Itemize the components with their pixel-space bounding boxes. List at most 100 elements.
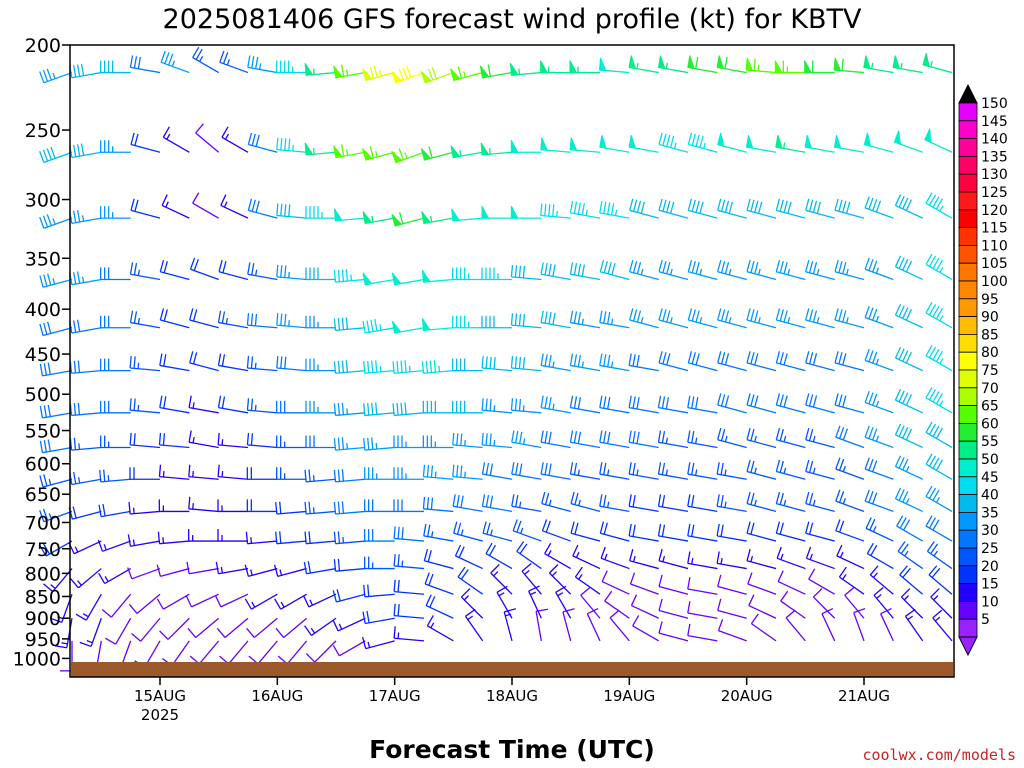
wind-barb: [716, 551, 747, 570]
wind-barb: [69, 271, 102, 286]
wind-barb: [275, 531, 307, 545]
wind-barb: [217, 310, 249, 329]
wind-barb: [362, 272, 395, 286]
wind-barb: [391, 212, 425, 227]
colorbar-tick-label: 110: [981, 238, 1008, 254]
wind-barb: [39, 273, 73, 288]
wind-barb: [276, 467, 307, 480]
y-tick-label: 850: [25, 586, 61, 608]
wind-barb: [569, 310, 601, 329]
colorbar-swatch: [958, 262, 978, 282]
wind-barb: [893, 130, 923, 153]
wind-barb: [922, 53, 953, 74]
wind-barb: [423, 549, 454, 570]
wind-barb: [130, 132, 161, 153]
wind-barb: [276, 356, 307, 372]
wind-barb: [333, 469, 366, 483]
wind-barb: [481, 356, 513, 372]
wind-barb: [510, 140, 542, 153]
colorbar-swatch: [958, 618, 978, 638]
wind-barb: [162, 126, 190, 153]
wind-barb: [129, 310, 161, 329]
wind-barb: [127, 534, 161, 547]
wind-barb: [363, 437, 395, 451]
wind-barb: [39, 321, 73, 337]
wind-barb: [192, 46, 219, 74]
wind-barb: [363, 402, 395, 417]
wind-barb: [657, 430, 689, 449]
wind-barb: [305, 267, 336, 281]
wind-barb: [776, 546, 806, 570]
wind-barb: [305, 358, 336, 372]
wind-barb: [421, 360, 454, 374]
wind-barb: [69, 471, 102, 486]
y-tick-label: 750: [25, 539, 61, 561]
wind-barb: [100, 358, 131, 372]
wind-barb: [392, 360, 425, 374]
wind-barb: [746, 549, 777, 570]
wind-barb: [305, 435, 336, 449]
wind-barb: [421, 269, 454, 283]
wind-barb: [482, 521, 513, 542]
wind-barb: [158, 464, 190, 480]
wind-barb: [833, 135, 865, 153]
wind-barb: [657, 462, 689, 480]
wind-barb: [717, 259, 747, 281]
wind-barb: [304, 62, 337, 76]
wind-barb: [717, 132, 747, 153]
wind-barb: [452, 432, 483, 449]
wind-barb: [569, 430, 601, 449]
wind-barb: [276, 137, 307, 153]
wind-barb: [39, 508, 73, 523]
wind-barb: [775, 459, 806, 480]
x-tick-label: 18AUG: [486, 687, 538, 705]
wind-barb: [68, 540, 102, 555]
colorbar-tick-label: 115: [981, 221, 1008, 237]
wind-barb: [687, 551, 718, 570]
wind-barb: [421, 211, 454, 224]
wind-barb: [925, 453, 953, 480]
wind-barb: [657, 523, 689, 542]
wind-barb: [452, 464, 483, 480]
wind-barb: [131, 617, 161, 642]
wind-barb: [894, 455, 923, 480]
wind-barb: [244, 564, 278, 577]
wind-barb: [246, 432, 278, 449]
wind-barb: [834, 393, 865, 414]
wind-barb: [39, 439, 73, 454]
wind-barb: [159, 259, 190, 281]
colorbar-tick-label: 75: [981, 363, 999, 379]
wind-barb: [464, 608, 484, 642]
wind-barb: [746, 308, 777, 329]
wind-barb: [687, 430, 718, 449]
wind-barb: [926, 541, 953, 570]
wind-barb: [894, 423, 923, 449]
wind-barb: [452, 358, 483, 372]
wind-barb: [580, 587, 601, 619]
wind-barb: [844, 587, 865, 619]
wind-barb: [930, 588, 953, 619]
wind-barb: [569, 60, 600, 74]
colorbar-tick-label: 135: [981, 149, 1008, 165]
wind-barb: [835, 457, 865, 480]
wind-barb: [481, 205, 512, 219]
wind-barb: [481, 398, 513, 414]
wind-barb: [804, 135, 835, 153]
colorbar-legend: 1501451401351301251201151101051009590858…: [958, 83, 1008, 657]
wind-barb: [490, 564, 513, 595]
wind-barb: [100, 206, 131, 219]
wind-barb: [628, 430, 659, 449]
wind-barb: [276, 203, 307, 219]
wind-barb: [333, 208, 366, 222]
colorbar-tick-label: 80: [981, 345, 999, 361]
wind-barb: [362, 610, 395, 625]
colorbar-tick-label: 20: [981, 559, 999, 575]
wind-barb: [481, 315, 512, 329]
wind-barb: [39, 214, 73, 230]
wind-barb: [276, 435, 307, 449]
wind-barb: [834, 259, 865, 281]
wind-barb: [421, 318, 454, 332]
wind-barb: [158, 499, 190, 513]
wind-barb: [129, 398, 161, 414]
wind-barb: [274, 593, 307, 610]
